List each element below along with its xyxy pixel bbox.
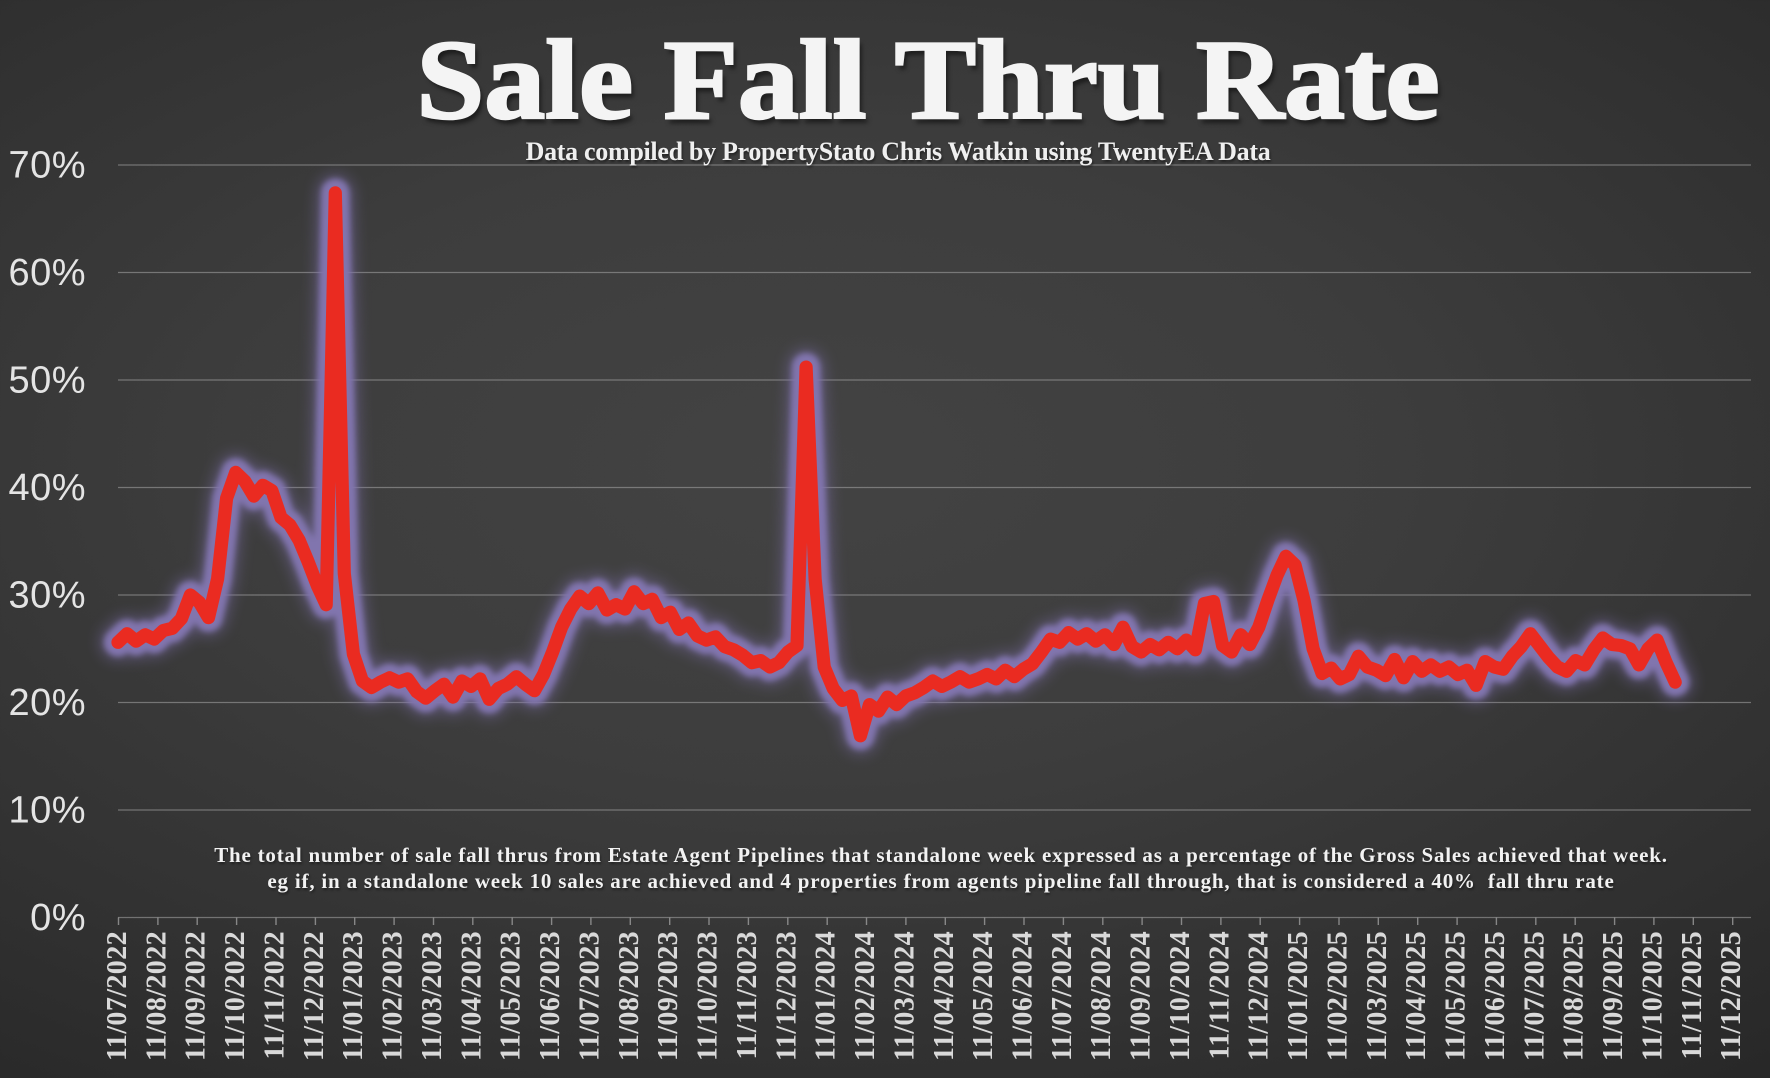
svg-text:11/10/2023: 11/10/2023 [693,931,724,1061]
svg-text:70%: 70% [8,145,86,187]
svg-text:20%: 20% [8,682,86,724]
svg-text:11/08/2023: 11/08/2023 [614,931,645,1061]
svg-text:11/07/2024: 11/07/2024 [1047,931,1078,1061]
svg-text:30%: 30% [8,575,86,617]
svg-text:11/01/2025: 11/01/2025 [1283,931,1314,1061]
svg-text:50%: 50% [8,360,86,402]
svg-text:11/05/2023: 11/05/2023 [496,931,527,1061]
svg-text:11/09/2024: 11/09/2024 [1126,931,1157,1061]
svg-text:11/08/2022: 11/08/2022 [141,931,172,1061]
svg-text:11/06/2025: 11/06/2025 [1480,931,1511,1061]
svg-text:11/11/2022: 11/11/2022 [260,931,291,1059]
svg-text:11/07/2022: 11/07/2022 [102,931,133,1061]
svg-text:11/10/2025: 11/10/2025 [1637,931,1668,1061]
svg-text:11/09/2022: 11/09/2022 [181,931,212,1061]
svg-text:11/02/2025: 11/02/2025 [1323,931,1354,1061]
svg-text:10%: 10% [8,790,86,832]
svg-text:11/12/2024: 11/12/2024 [1244,931,1275,1061]
svg-text:40%: 40% [8,467,86,509]
svg-text:11/03/2023: 11/03/2023 [417,931,448,1061]
svg-text:11/03/2024: 11/03/2024 [889,931,920,1061]
svg-text:11/09/2025: 11/09/2025 [1598,931,1629,1061]
svg-text:11/01/2024: 11/01/2024 [811,931,842,1061]
svg-text:11/04/2025: 11/04/2025 [1401,931,1432,1061]
svg-text:11/10/2022: 11/10/2022 [220,931,251,1061]
svg-text:11/08/2024: 11/08/2024 [1086,931,1117,1061]
svg-text:11/11/2023: 11/11/2023 [732,931,763,1059]
svg-text:11/05/2024: 11/05/2024 [968,931,999,1061]
svg-text:11/10/2024: 11/10/2024 [1165,931,1196,1061]
svg-text:11/11/2024: 11/11/2024 [1204,931,1235,1059]
svg-text:11/01/2023: 11/01/2023 [338,931,369,1061]
svg-text:0%: 0% [30,897,86,939]
svg-text:11/03/2025: 11/03/2025 [1362,931,1393,1061]
svg-text:11/12/2022: 11/12/2022 [299,931,330,1061]
svg-text:60%: 60% [8,252,86,294]
svg-text:11/12/2025: 11/12/2025 [1716,931,1747,1061]
svg-text:11/06/2024: 11/06/2024 [1008,931,1039,1061]
svg-text:11/07/2025: 11/07/2025 [1519,931,1550,1061]
svg-text:11/02/2024: 11/02/2024 [850,931,881,1061]
svg-text:11/04/2023: 11/04/2023 [456,931,487,1061]
svg-text:11/07/2023: 11/07/2023 [574,931,605,1061]
svg-text:11/09/2023: 11/09/2023 [653,931,684,1061]
svg-text:11/06/2023: 11/06/2023 [535,931,566,1061]
svg-text:11/02/2023: 11/02/2023 [378,931,409,1061]
svg-text:11/11/2025: 11/11/2025 [1677,931,1708,1059]
svg-text:11/04/2024: 11/04/2024 [929,931,960,1061]
svg-text:11/12/2023: 11/12/2023 [771,931,802,1061]
svg-text:11/05/2025: 11/05/2025 [1441,931,1472,1061]
svg-text:11/08/2025: 11/08/2025 [1559,931,1590,1061]
